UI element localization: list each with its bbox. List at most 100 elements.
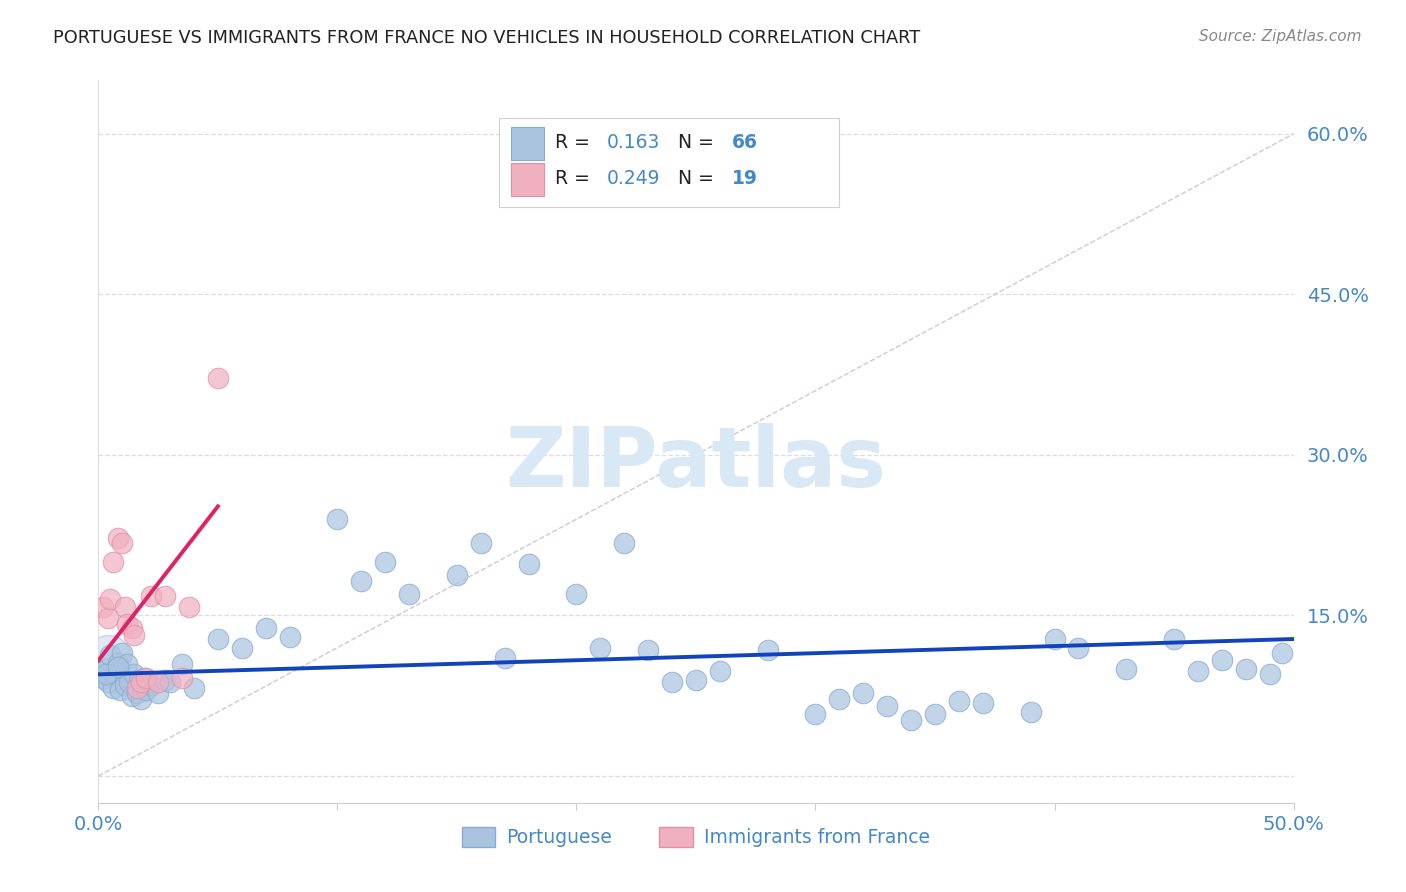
Text: R =: R = (555, 133, 596, 152)
Point (446, 567, 468, 582)
FancyBboxPatch shape (510, 163, 544, 196)
Point (94, 667, 117, 681)
Point (97, 674, 120, 689)
Point (111, 535, 134, 549)
Point (90, 665, 112, 680)
Text: N =: N = (678, 133, 720, 152)
Point (155, 673, 177, 687)
Point (139, 678, 162, 692)
Point (1271, 646, 1294, 660)
Point (756, 642, 779, 657)
Point (94, 662, 117, 676)
Point (948, 694, 970, 708)
Point (709, 664, 731, 678)
Point (115, 657, 138, 671)
Point (589, 640, 612, 655)
FancyBboxPatch shape (510, 128, 544, 160)
Text: 19: 19 (733, 169, 758, 188)
Point (1211, 653, 1233, 667)
Point (118, 674, 141, 689)
Point (685, 673, 707, 687)
Legend: Portuguese, Immigrants from France: Portuguese, Immigrants from France (454, 820, 938, 855)
Point (1019, 705, 1042, 719)
Point (900, 714, 922, 728)
Point (972, 696, 994, 710)
Point (135, 683, 157, 698)
Point (101, 681, 124, 696)
Point (124, 628, 146, 642)
Point (139, 589, 162, 603)
Text: 0.163: 0.163 (606, 133, 659, 152)
Point (104, 667, 127, 681)
Point (107, 532, 129, 546)
Point (470, 535, 492, 549)
Point (828, 692, 851, 706)
Text: 0.249: 0.249 (606, 169, 659, 188)
Point (231, 640, 253, 655)
Point (326, 512, 349, 526)
Point (876, 699, 898, 714)
Point (114, 678, 136, 692)
Point (613, 535, 636, 549)
Point (1115, 662, 1137, 676)
Point (172, 657, 194, 671)
Text: Source: ZipAtlas.com: Source: ZipAtlas.com (1198, 29, 1361, 44)
Point (148, 674, 170, 689)
Point (1067, 640, 1090, 655)
Point (121, 689, 143, 703)
Text: N =: N = (678, 169, 720, 188)
Point (350, 574, 373, 589)
Point (398, 587, 420, 601)
Point (111, 646, 134, 660)
Point (108, 683, 131, 698)
Point (159, 674, 181, 689)
Text: PORTUGUESE VS IMMIGRANTS FROM FRANCE NO VEHICLES IN HOUSEHOLD CORRELATION CHART: PORTUGUESE VS IMMIGRANTS FROM FRANCE NO … (53, 29, 921, 46)
Point (637, 642, 659, 657)
Point (115, 617, 138, 632)
Point (1187, 664, 1209, 678)
Point (91, 599, 114, 614)
Text: 66: 66 (733, 133, 758, 152)
Point (207, 632, 229, 646)
Point (114, 599, 136, 614)
Point (128, 673, 150, 687)
Point (101, 555, 124, 569)
Point (125, 685, 148, 699)
Point (91, 671, 114, 685)
Point (172, 671, 194, 685)
Point (155, 589, 177, 603)
Point (125, 681, 148, 696)
Point (107, 660, 129, 674)
Point (131, 692, 153, 706)
FancyBboxPatch shape (499, 118, 839, 207)
Point (254, 621, 277, 635)
Point (1234, 662, 1257, 676)
Point (374, 555, 396, 569)
Point (1043, 632, 1066, 646)
Point (1258, 667, 1281, 681)
Point (121, 621, 143, 635)
Point (98, 592, 122, 607)
Point (148, 685, 170, 699)
Point (135, 671, 157, 685)
Point (107, 656, 129, 670)
Point (183, 681, 205, 696)
Point (97, 610, 120, 624)
Point (1163, 632, 1185, 646)
Point (565, 587, 588, 601)
Point (924, 706, 946, 721)
Point (494, 651, 516, 665)
Point (124, 667, 146, 681)
Point (131, 674, 153, 689)
Point (207, 371, 229, 385)
Point (97, 651, 120, 665)
Point (517, 557, 540, 571)
Point (278, 630, 301, 644)
Point (852, 685, 875, 699)
Point (132, 671, 155, 685)
Point (661, 674, 683, 689)
Point (98, 648, 122, 662)
Point (179, 599, 201, 614)
Point (804, 706, 827, 721)
Text: ZIPatlas: ZIPatlas (506, 423, 886, 504)
